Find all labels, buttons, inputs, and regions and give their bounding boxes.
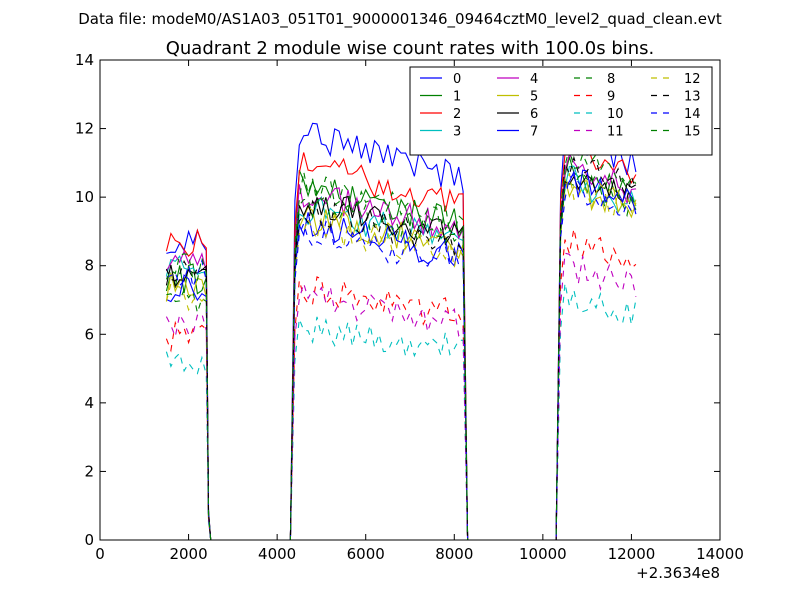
legend-label-0: 0	[453, 72, 461, 87]
y-tick-label: 8	[84, 257, 94, 275]
x-tick-label: 2000	[169, 545, 207, 563]
legend-label-1: 1	[453, 90, 461, 105]
x-tick-label: 0	[95, 545, 105, 563]
y-tick-label: 4	[84, 394, 94, 412]
legend-label-15: 15	[684, 125, 701, 140]
legend-box	[409, 66, 713, 156]
legend-label-2: 2	[453, 107, 461, 122]
y-tick-label: 0	[84, 531, 94, 549]
x-tick-label: 6000	[347, 545, 385, 563]
x-tick-label: 4000	[258, 545, 296, 563]
axes-frame	[99, 59, 721, 541]
legend-label-4: 4	[530, 72, 538, 87]
legend-label-12: 12	[684, 72, 701, 87]
x-tick-label: 12000	[608, 545, 656, 563]
x-tick-label: 10000	[519, 545, 567, 563]
legend-label-8: 8	[607, 72, 615, 87]
legend-label-10: 10	[607, 107, 624, 122]
y-tick-label: 14	[75, 51, 94, 69]
data-file-title: Data file: modeM0/AS1A03_051T01_90000013…	[78, 10, 722, 29]
x-tick-label: 14000	[696, 545, 744, 563]
legend-label-7: 7	[530, 125, 538, 140]
y-tick-label: 12	[75, 120, 94, 138]
legend-label-14: 14	[684, 107, 701, 122]
y-tick-label: 10	[75, 188, 94, 206]
x-tick-label: 8000	[435, 545, 473, 563]
y-tick-label: 6	[84, 325, 94, 343]
series-line-9	[165, 228, 637, 541]
legend-label-11: 11	[607, 125, 624, 140]
chart-title: Quadrant 2 module wise count rates with …	[166, 38, 655, 59]
legend-label-3: 3	[453, 125, 461, 140]
y-tick-label: 2	[84, 462, 94, 480]
axes-group: 0 2000 4000 6000 8000 10000 12000 1400002468101…	[75, 51, 744, 563]
legend-label-13: 13	[684, 90, 701, 105]
series-line-14	[166, 174, 637, 541]
x-offset-label: +2.3634e8	[636, 564, 720, 582]
legend-label-6: 6	[530, 107, 538, 122]
legend-label-5: 5	[530, 90, 538, 105]
legend-label-9: 9	[607, 90, 615, 105]
